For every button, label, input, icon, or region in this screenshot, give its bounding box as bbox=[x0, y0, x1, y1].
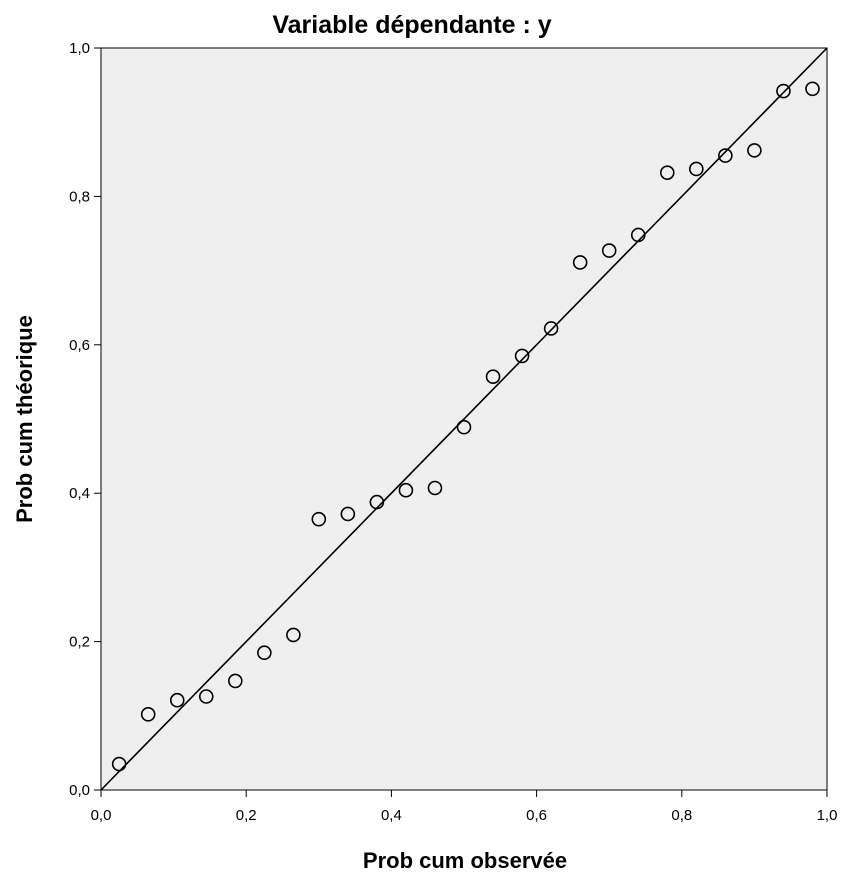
data-point bbox=[689, 161, 704, 177]
x-tick-label: 0,6 bbox=[526, 807, 547, 824]
data-point bbox=[572, 255, 588, 270]
data-point bbox=[369, 494, 385, 510]
data-point bbox=[169, 692, 185, 708]
data-point bbox=[485, 369, 501, 385]
y-tick-label: 1,0 bbox=[69, 40, 90, 57]
x-tick-label: 0,0 bbox=[91, 807, 112, 824]
data-point bbox=[257, 645, 272, 661]
data-point bbox=[514, 348, 530, 364]
y-tick-label: 0,6 bbox=[69, 337, 90, 354]
x-tick-label: 0,8 bbox=[671, 807, 692, 824]
data-point bbox=[311, 511, 327, 527]
data-point bbox=[340, 506, 356, 522]
x-axis-label: Prob cum observée bbox=[363, 848, 567, 873]
y-axis-label: Prob cum théorique bbox=[12, 315, 37, 523]
y-tick-label: 0,8 bbox=[69, 188, 90, 205]
data-point bbox=[659, 165, 675, 180]
data-point bbox=[228, 673, 243, 689]
data-point bbox=[543, 321, 559, 336]
data-point bbox=[718, 148, 733, 163]
x-tick-label: 1,0 bbox=[817, 807, 838, 824]
data-point bbox=[456, 419, 472, 435]
data-point bbox=[111, 756, 127, 772]
reference-line bbox=[100, 47, 828, 791]
data-point bbox=[805, 81, 820, 97]
data-point bbox=[286, 627, 301, 643]
data-points bbox=[111, 81, 820, 772]
x-axis-ticks: 0,0 0,2 0,4 0,6 0,8 1,0 bbox=[91, 790, 838, 824]
data-point bbox=[776, 83, 791, 99]
chart-title: Variable dépendante : y bbox=[272, 11, 551, 39]
data-point bbox=[427, 480, 443, 496]
x-tick-label: 0,2 bbox=[236, 807, 257, 824]
data-point bbox=[140, 707, 156, 722]
data-point bbox=[398, 482, 414, 498]
data-point bbox=[198, 689, 214, 704]
data-point bbox=[630, 227, 646, 243]
y-tick-label: 0,2 bbox=[69, 634, 90, 651]
data-point bbox=[747, 143, 762, 158]
y-tick-label: 0,0 bbox=[69, 782, 90, 799]
data-point bbox=[601, 243, 617, 258]
x-tick-label: 0,4 bbox=[381, 807, 402, 824]
y-axis-ticks: 0,0 0,2 0,4 0,6 0,8 1,0 bbox=[69, 40, 101, 799]
y-tick-label: 0,4 bbox=[69, 485, 90, 502]
